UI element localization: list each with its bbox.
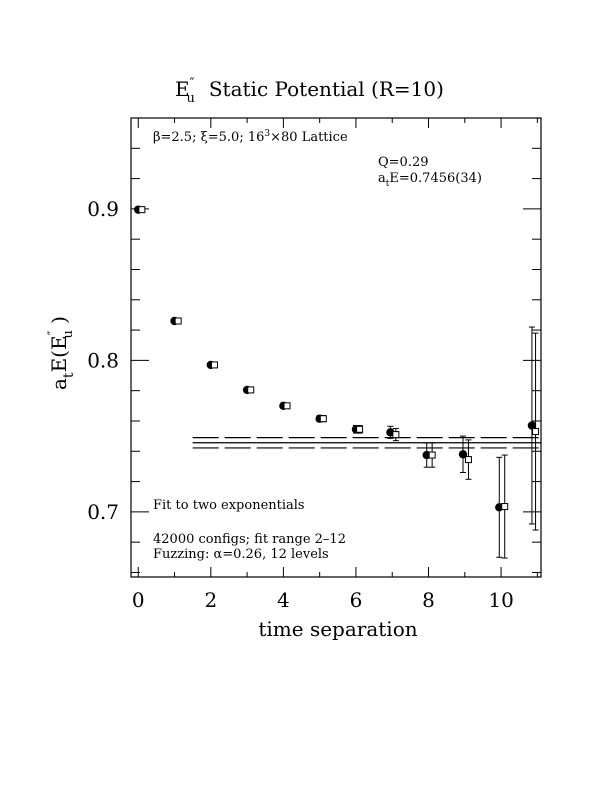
x-tick-label: 2 <box>204 588 217 612</box>
axis-ticks <box>131 118 541 577</box>
data-point-square <box>210 361 218 369</box>
data-point-square <box>464 456 472 464</box>
data-point-square <box>247 386 255 394</box>
data-point-square <box>532 428 540 436</box>
x-tick-label: 8 <box>422 588 435 612</box>
lattice-annotation: β=2.5; ξ=5.0; 163×80 Lattice <box>153 129 348 145</box>
y-tick-label: 0.7 <box>87 500 119 524</box>
x-tick-label: 0 <box>132 588 145 612</box>
data-point-square <box>501 503 509 511</box>
x-tick-label: 10 <box>488 588 513 612</box>
data-point-square <box>319 415 327 423</box>
chart-title: E″ u Static Potential (R=10) <box>175 76 444 106</box>
y-axis-label: atE(E″u ) <box>46 316 77 390</box>
data-point-square <box>392 431 400 439</box>
x-axis-label: time separation <box>258 617 417 641</box>
axis-tick-labels: 0 2 4 6 8 10 0.7 0.8 0.9 <box>87 197 514 612</box>
x-tick-label: 6 <box>350 588 363 612</box>
energy-annotation: atE=0.7456(34) <box>378 171 482 189</box>
plot-frame <box>130 117 542 578</box>
data-point-square <box>428 451 436 459</box>
y-tick-label: 0.8 <box>87 348 119 372</box>
data-point-square <box>356 425 364 433</box>
fuzzing-annotation: Fuzzing: α=0.26, 12 levels <box>153 547 329 562</box>
y-tick-label: 0.9 <box>87 197 119 221</box>
x-tick-label: 4 <box>277 588 290 612</box>
data-point-circle <box>527 421 537 430</box>
q-annotation: Q=0.29 <box>378 155 429 170</box>
fit-annotation: Fit to two exponentials <box>153 498 305 513</box>
data-point-square <box>174 317 182 325</box>
data-point-square <box>138 206 146 214</box>
configs-annotation: 42000 configs; fit range 2–12 <box>153 532 346 547</box>
data-point-square <box>283 402 291 410</box>
data-points <box>134 205 540 559</box>
